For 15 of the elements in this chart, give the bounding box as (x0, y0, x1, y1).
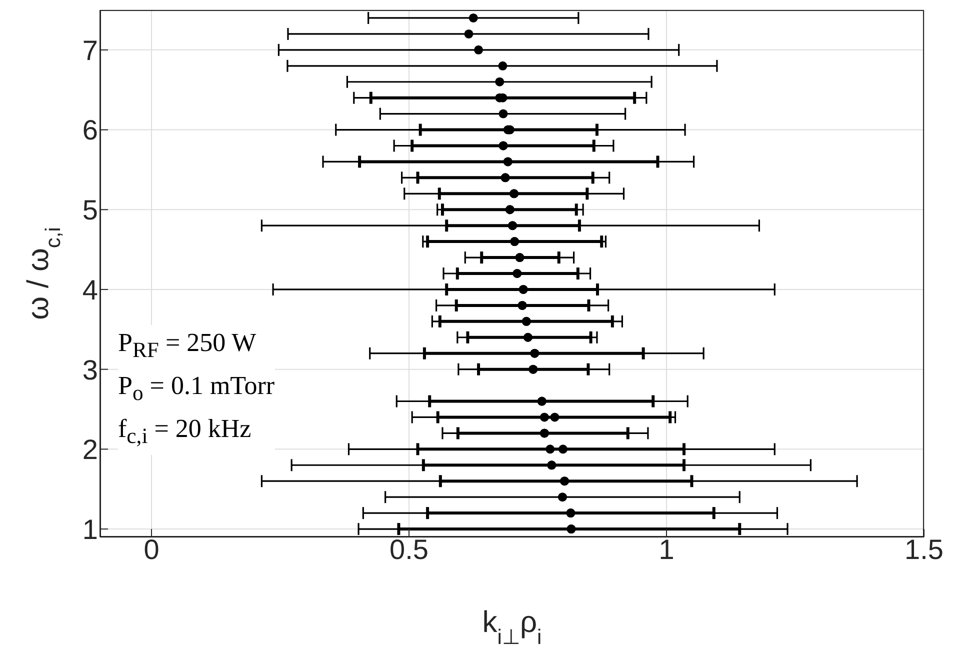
y-tick-label: 1 (82, 514, 98, 545)
annotation: f$_{c,i}$ = 20 kHz (118, 413, 252, 451)
y-tick-label: 7 (82, 34, 98, 66)
y-tick-label: 6 (82, 114, 98, 146)
x-tick-label: 0.5 (390, 534, 428, 565)
x-tick-label: 1 (658, 534, 674, 565)
annotation: P$_{RF}$ = 250 W (118, 327, 258, 364)
y-tick-label: 3 (82, 354, 98, 386)
y-tick-label: 5 (82, 194, 98, 226)
y-tick-label: 4 (82, 274, 98, 306)
x-tick-label: 0 (144, 534, 160, 565)
x-tick-label: 1.5 (904, 534, 944, 565)
x-axis-title: k$_{i⊥}$ρ$_{i}$ (482, 606, 542, 648)
annotation: P$_{o}$ = 0.1 mTorr (118, 370, 275, 408)
y-tick-label: 2 (82, 434, 98, 466)
